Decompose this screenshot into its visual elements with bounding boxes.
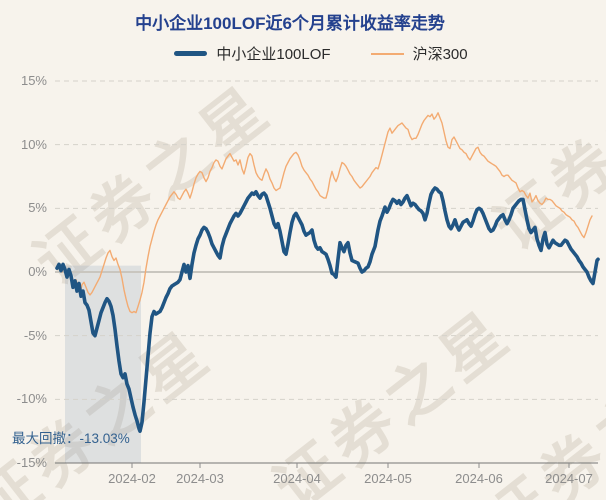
y-axis-tick-label: 5% xyxy=(28,200,47,216)
max-drawdown-region xyxy=(65,265,141,463)
series-line-中小企业100LOF xyxy=(55,186,600,434)
series-line-沪深300 xyxy=(56,112,593,314)
legend-item-index: 沪深300 xyxy=(370,43,468,64)
y-axis-tick-label: 10% xyxy=(20,136,47,152)
x-axis-tick-label: 2024-02 xyxy=(108,471,156,486)
max-drawdown-label: 最大回撤：-13.03% xyxy=(12,431,130,446)
chart-title: 中小企业100LOF近6个月累计收益率走势 xyxy=(135,14,445,33)
x-axis-tick-label: 2024-07 xyxy=(545,471,593,486)
y-axis-tick-label: -15% xyxy=(16,455,47,470)
y-axis-tick-label: -10% xyxy=(16,391,47,407)
x-axis-tick-label: 2024-04 xyxy=(273,471,321,486)
legend-label-fund: 中小企业100LOF xyxy=(216,46,331,63)
y-axis-tick-label: -5% xyxy=(23,327,47,343)
y-axis-tick-label: 15% xyxy=(20,73,47,88)
chart-legend: 中小企业100LOF 沪深300 xyxy=(18,43,606,64)
index-line-swatch xyxy=(370,52,404,55)
fund-line-swatch xyxy=(174,51,208,56)
y-axis-tick-label: 0% xyxy=(28,264,47,279)
x-axis-tick-label: 2024-03 xyxy=(176,471,224,486)
legend-item-fund: 中小企业100LOF xyxy=(174,43,331,64)
legend-label-index: 沪深300 xyxy=(412,46,468,63)
x-axis-tick-label: 2024-06 xyxy=(455,471,503,486)
x-axis-tick-label: 2024-05 xyxy=(364,471,412,486)
